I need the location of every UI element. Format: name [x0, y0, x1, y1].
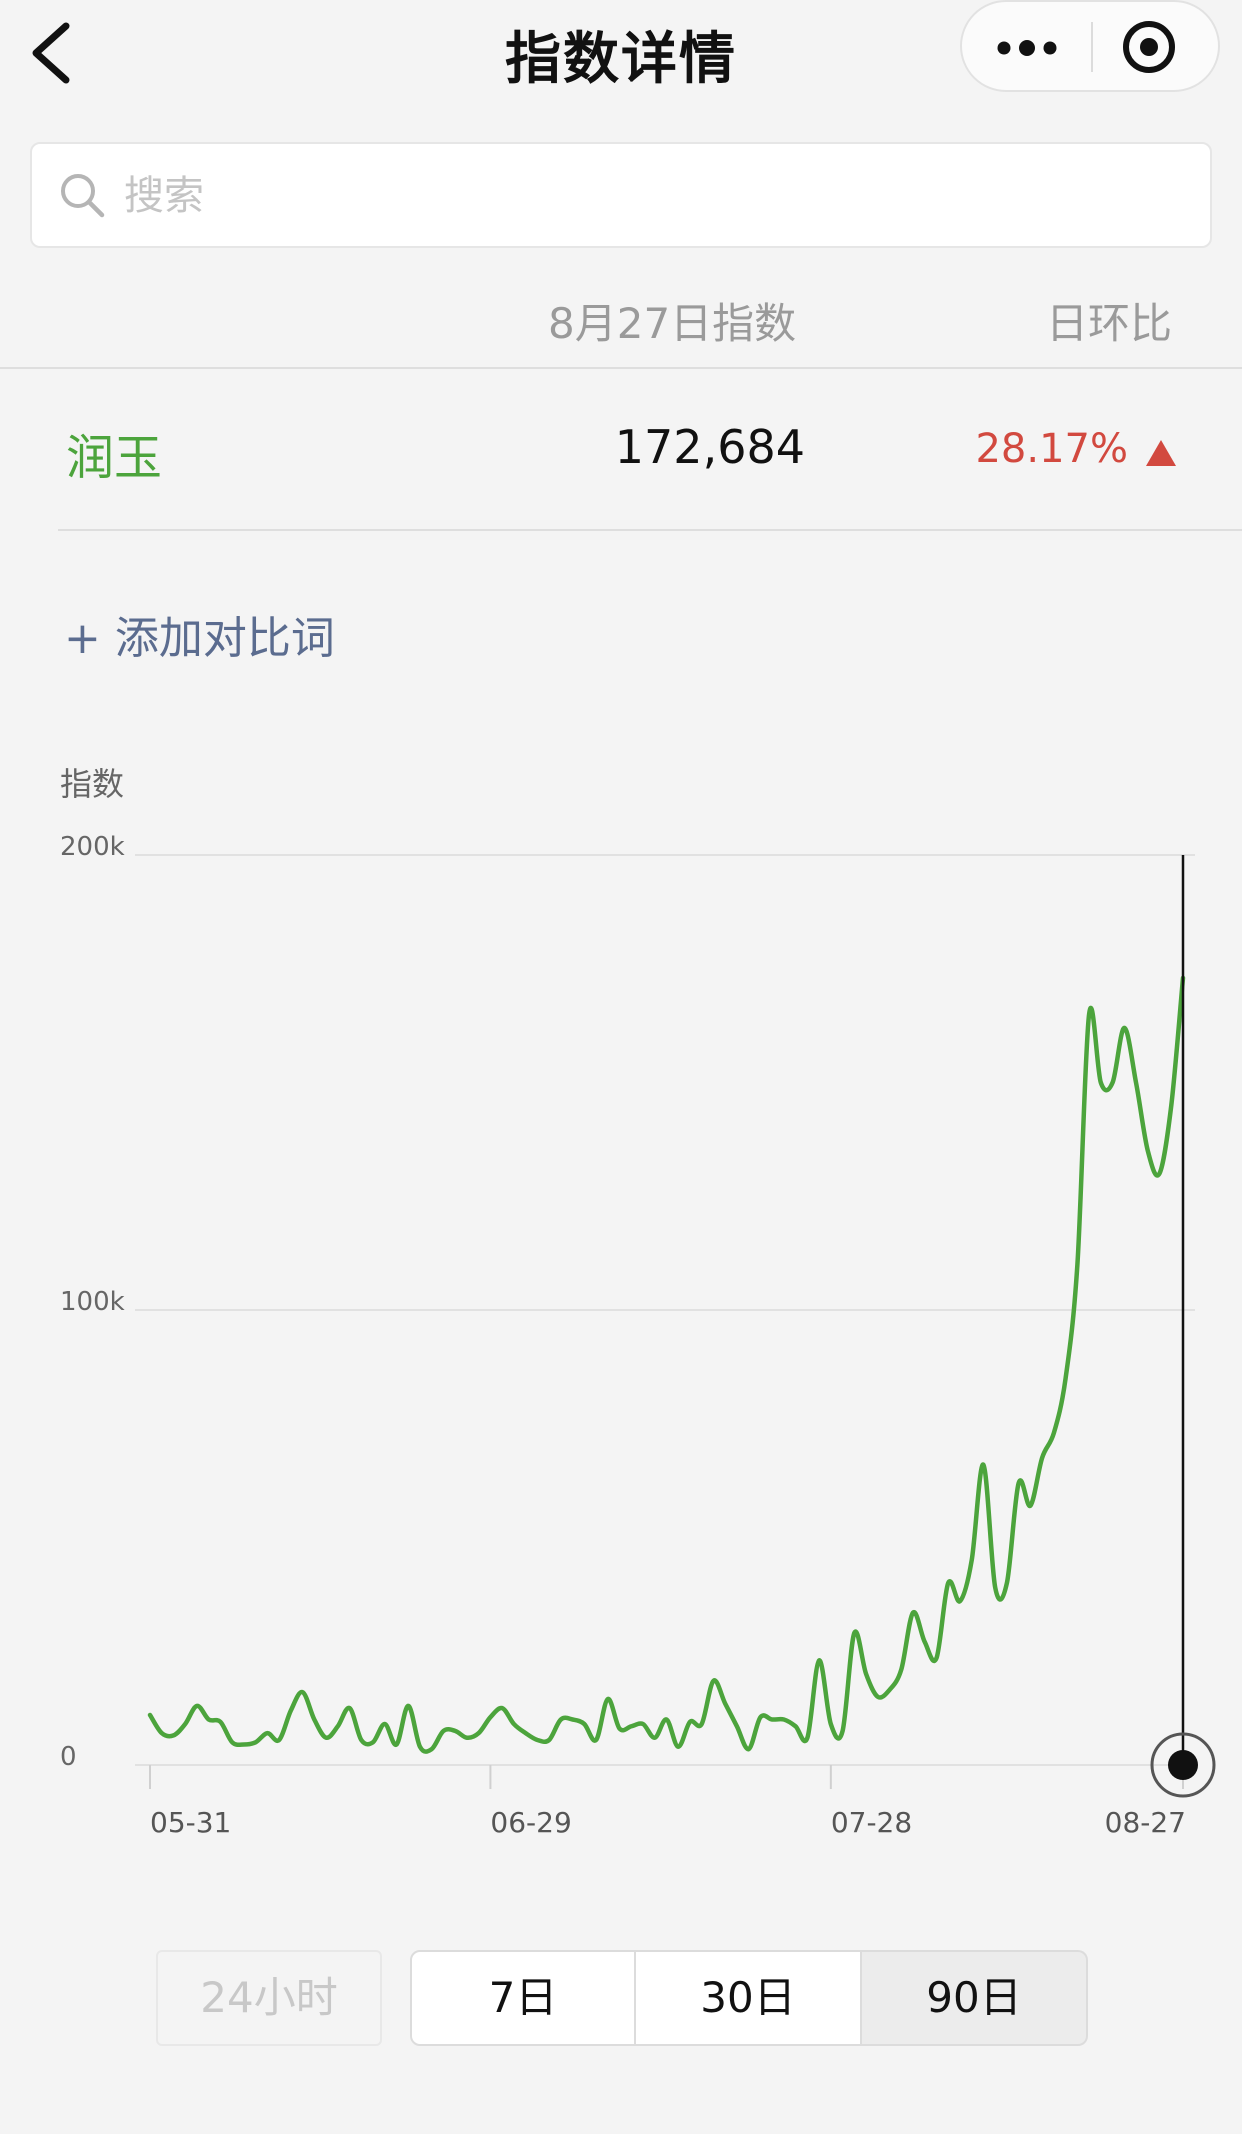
- x-tick-label: 06-29: [490, 1806, 571, 1839]
- chart-grid: [135, 854, 1195, 1766]
- chevron-left-icon: [32, 22, 70, 84]
- range-90d-button[interactable]: 90日: [862, 1950, 1088, 2046]
- range-24h-button[interactable]: 24小时: [156, 1950, 382, 2046]
- add-compare-term-button[interactable]: + 添加对比词: [64, 602, 335, 666]
- y-tick-label: 0: [60, 1742, 77, 1772]
- index-trend-chart[interactable]: 指数 0 100k 200k 05-31 06-29 07-28 08-27: [0, 750, 1242, 1870]
- y-axis-ticks: 0 100k 200k: [60, 832, 125, 1772]
- mini-program-capsule: [960, 0, 1220, 92]
- search-icon: [61, 174, 105, 218]
- divider: [58, 529, 1242, 531]
- range-7d-button[interactable]: 7日: [410, 1950, 636, 2046]
- x-tick-label: 05-31: [150, 1806, 231, 1839]
- capsule-divider: [1091, 22, 1093, 72]
- term-name: 润玉: [66, 430, 163, 486]
- x-tick-label: 08-27: [1105, 1806, 1186, 1839]
- range-30d-button[interactable]: 30日: [636, 1950, 862, 2046]
- x-axis-ticks: 05-31 06-29 07-28 08-27: [149, 1765, 1186, 1839]
- y-tick-label: 200k: [60, 832, 125, 862]
- term-index-value: 172,684: [614, 420, 805, 474]
- series-line: [147, 975, 1186, 1754]
- add-compare-label: 添加对比词: [114, 613, 335, 664]
- plus-icon: +: [64, 613, 101, 664]
- navigation-bar: 指数详情: [0, 0, 1242, 100]
- more-button[interactable]: [962, 2, 1091, 90]
- search-input[interactable]: [122, 162, 1186, 230]
- column-header-ratio: 日环比: [1045, 299, 1172, 348]
- chart-cursor-ring[interactable]: [1150, 1732, 1216, 1798]
- more-dots-icon: [997, 40, 1057, 56]
- search-bar: [30, 142, 1212, 248]
- y-tick-label: 100k: [60, 1287, 125, 1317]
- column-header-index: 8月27日指数: [548, 299, 797, 348]
- target-close-icon: [1123, 21, 1175, 73]
- page-title: 指数详情: [505, 27, 737, 92]
- triangle-up-icon: [1146, 440, 1176, 466]
- close-mini-program-button[interactable]: [1093, 2, 1218, 90]
- y-axis-title: 指数: [60, 765, 124, 803]
- back-button[interactable]: [24, 18, 84, 88]
- chart-cursor-dot[interactable]: [1168, 1750, 1198, 1780]
- x-tick-label: 07-28: [831, 1806, 912, 1839]
- term-change-ratio: 28.17%: [975, 426, 1128, 472]
- divider: [0, 367, 1242, 369]
